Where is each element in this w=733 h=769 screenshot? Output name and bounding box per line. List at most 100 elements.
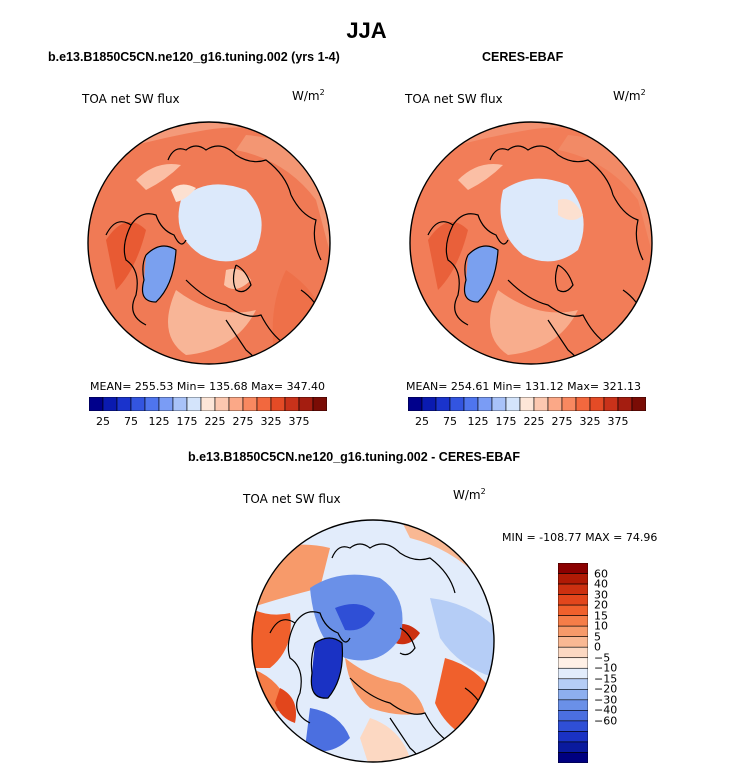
colorbar-swatch [477, 397, 493, 411]
colorbar-tick-label: 375 [607, 415, 629, 428]
colorbar-tick-label: 225 [523, 415, 545, 428]
colorbar-tick-label: 75 [124, 415, 138, 428]
diff-colorbar-tick-label: 40 [594, 577, 608, 591]
colorbar-tick-label: 275 [551, 415, 573, 428]
diff-colorbar-swatch [558, 720, 588, 732]
main-title: JJA [346, 18, 387, 43]
colorbar-model [89, 397, 327, 411]
colorbar-swatch [435, 397, 451, 411]
colorbar-diff [558, 563, 588, 763]
colorbar-tick-label: 375 [288, 415, 310, 428]
diff-colorbar-tick-label: 0 [594, 640, 601, 654]
colorbar-swatch [186, 397, 202, 411]
diff-colorbar-swatch [558, 689, 588, 701]
colorbar-tick-label: 175 [176, 415, 198, 428]
diff-colorbar-swatch [558, 604, 588, 616]
diff-colorbar-swatch [558, 657, 588, 669]
diff-colorbar-tick-label: 10 [594, 619, 608, 633]
minmax-diff: MIN = -108.77 MAX = 74.96 [502, 531, 658, 544]
colorbar-swatch [408, 397, 423, 411]
diff-colorbar-swatch [558, 710, 588, 722]
colorbar-swatch [130, 397, 146, 411]
colorbar-swatch [172, 397, 188, 411]
diff-colorbar-swatch [558, 741, 588, 753]
diff-colorbar-swatch [558, 625, 588, 637]
diff-panel-title: b.e13.B1850C5CN.ne120_g16.tuning.002 - C… [188, 450, 521, 464]
diff-colorbar-tick-label: 20 [594, 598, 608, 612]
colorbar-swatch [575, 397, 591, 411]
polar-map-model [87, 121, 331, 365]
colorbar-swatch [228, 397, 244, 411]
colorbar-tick-label: 175 [495, 415, 517, 428]
variable-label-obs: TOA net SW flux [405, 92, 503, 106]
diff-colorbar-tick-label: −40 [594, 703, 618, 717]
diff-colorbar-tick-label: 15 [594, 609, 608, 623]
diff-colorbar-swatch [558, 636, 588, 648]
unit-label-obs: W/m2 [613, 88, 646, 103]
colorbar-tick-label: 25 [96, 415, 110, 428]
diff-colorbar-tick-label: −60 [594, 714, 618, 728]
colorbar-swatch [200, 397, 216, 411]
diff-colorbar-swatch [558, 752, 588, 763]
colorbar-swatch [284, 397, 300, 411]
polar-map-diff [251, 519, 495, 763]
diff-colorbar-swatch [558, 667, 588, 680]
colorbar-swatch [256, 397, 272, 411]
diff-colorbar-tick-label: 60 [594, 567, 608, 581]
colorbar-tick-label: 125 [148, 415, 170, 428]
panel-title-obs: CERES-EBAF [482, 50, 564, 64]
colorbar-swatch [270, 397, 286, 411]
colorbar-swatch [617, 397, 633, 411]
colorbar-tick-label: 125 [467, 415, 489, 428]
diff-colorbar-swatch [558, 731, 588, 743]
colorbar-swatch [449, 397, 465, 411]
colorbar-swatch [491, 397, 507, 411]
colorbar-swatch [116, 397, 132, 411]
unit-label-diff: W/m2 [453, 487, 486, 502]
colorbar-swatch [312, 397, 327, 411]
colorbar-swatch [547, 397, 563, 411]
colorbar-swatch [505, 397, 521, 411]
colorbar-ticks-obs: 25 75 125 175 225 275 325 375 [408, 415, 646, 429]
diff-colorbar-tick-label: −5 [594, 651, 611, 665]
colorbar-swatch [158, 397, 174, 411]
diff-colorbar-swatch [558, 583, 588, 595]
colorbar-swatch [102, 397, 118, 411]
panel-title-model: b.e13.B1850C5CN.ne120_g16.tuning.002 (yr… [48, 50, 340, 64]
colorbar-swatch [214, 397, 230, 411]
colorbar-swatch [89, 397, 104, 411]
colorbar-swatch [603, 397, 619, 411]
diff-colorbar-tick-label: −10 [594, 661, 618, 675]
colorbar-swatch [298, 397, 314, 411]
colorbar-ticks-diff: 60 40 30 20 15 10 5 0 −5 −10 −15 −20 −30 −40 −60 [594, 563, 644, 763]
colorbar-obs [408, 397, 646, 411]
colorbar-tick-label: 275 [232, 415, 254, 428]
diff-colorbar-swatch [558, 615, 588, 627]
diff-colorbar-swatch [558, 573, 588, 585]
diff-colorbar-swatch [558, 594, 588, 606]
diff-colorbar-tick-label: 30 [594, 588, 608, 602]
colorbar-tick-label: 225 [204, 415, 226, 428]
unit-label-model: W/m2 [292, 88, 325, 103]
colorbar-swatch [519, 397, 535, 411]
stats-model: MEAN= 255.53 Min= 135.68 Max= 347.40 [90, 380, 326, 393]
colorbar-tick-label: 325 [579, 415, 601, 428]
diff-colorbar-tick-label: 5 [594, 630, 601, 644]
variable-label-model: TOA net SW flux [82, 92, 180, 106]
colorbar-swatch [144, 397, 160, 411]
diff-colorbar-swatch [558, 646, 588, 659]
diff-colorbar-swatch [558, 699, 588, 711]
diff-colorbar-tick-label: −20 [594, 682, 618, 696]
diff-colorbar-swatch [558, 678, 588, 690]
colorbar-swatch [533, 397, 549, 411]
colorbar-swatch [242, 397, 258, 411]
diff-colorbar-tick-label: −30 [594, 693, 618, 707]
colorbar-ticks-model: 25 75 125 175 225 275 325 375 [89, 415, 327, 429]
colorbar-swatch [463, 397, 479, 411]
diff-colorbar-swatch [558, 563, 588, 574]
colorbar-swatch [561, 397, 577, 411]
colorbar-swatch [631, 397, 646, 411]
polar-map-obs [409, 121, 653, 365]
colorbar-tick-label: 25 [415, 415, 429, 428]
colorbar-tick-label: 325 [260, 415, 282, 428]
